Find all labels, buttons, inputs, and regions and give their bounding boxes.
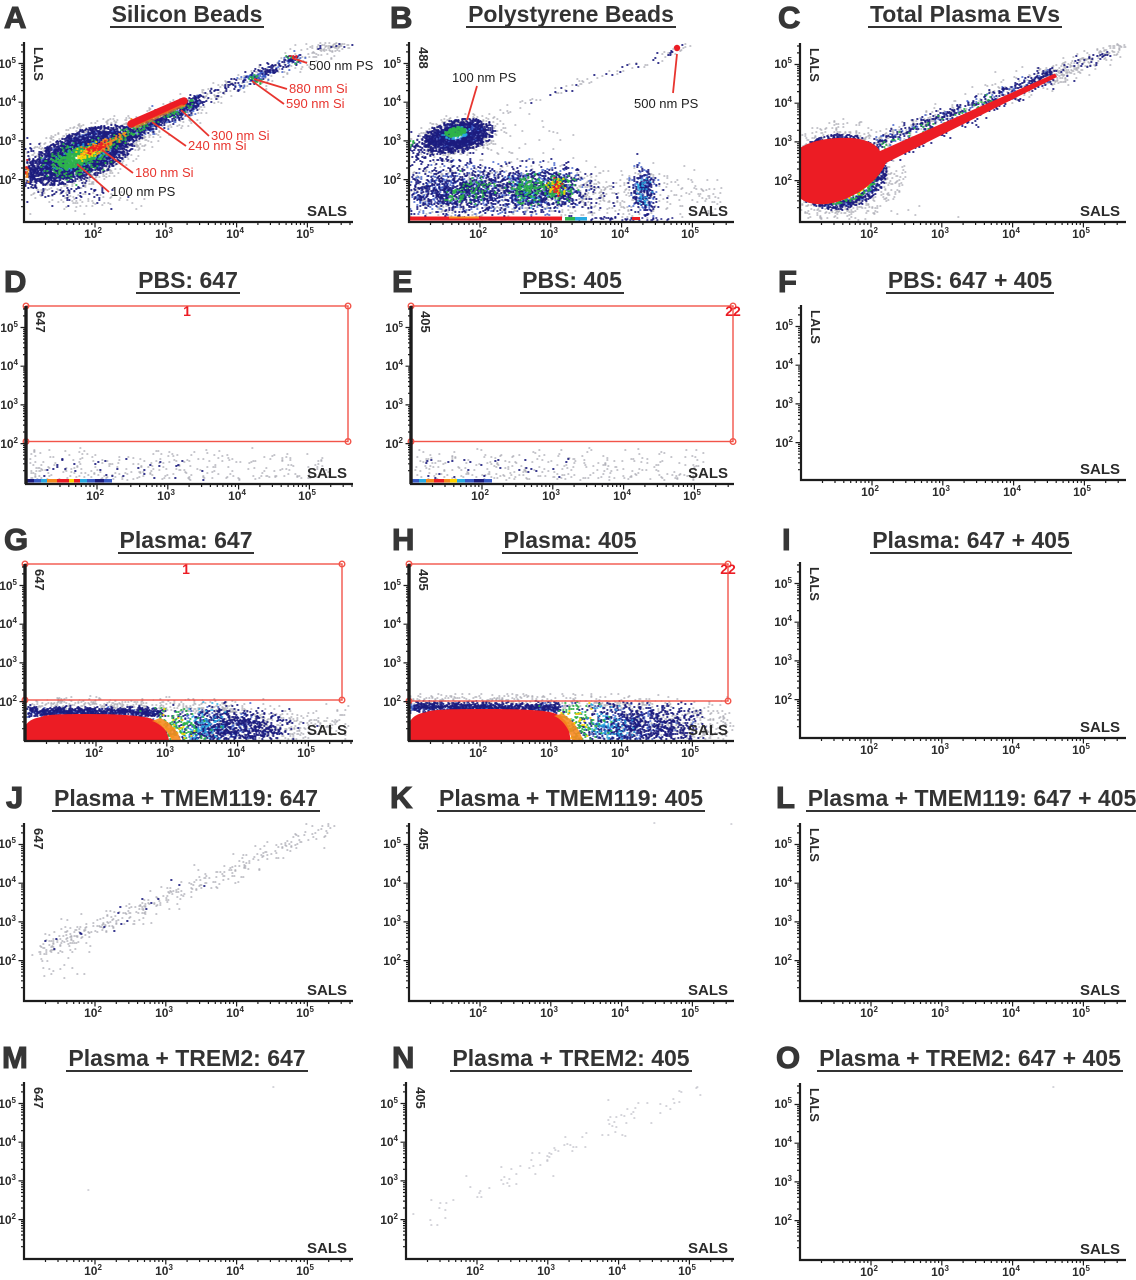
- svg-text:Plasma + TMEM119: 405: Plasma + TMEM119: 405: [439, 785, 703, 811]
- svg-text:PBS: 647 + 405: PBS: 647 + 405: [888, 267, 1053, 293]
- svg-text:J: J: [6, 780, 23, 815]
- svg-text:Total Plasma EVs: Total Plasma EVs: [870, 1, 1060, 27]
- svg-text:B: B: [390, 0, 412, 35]
- svg-text:SALS: SALS: [1080, 203, 1120, 220]
- svg-text:405: 405: [416, 828, 431, 850]
- svg-text:F: F: [778, 264, 797, 299]
- svg-text:Plasma: 647: Plasma: 647: [120, 527, 253, 553]
- svg-text:K: K: [390, 780, 413, 815]
- svg-text:LALS: LALS: [807, 48, 822, 82]
- svg-text:300 nm Si: 300 nm Si: [211, 128, 270, 143]
- svg-text:LALS: LALS: [807, 1088, 822, 1122]
- svg-text:100 nm PS: 100 nm PS: [111, 184, 176, 199]
- svg-text:H: H: [392, 522, 414, 557]
- svg-text:647: 647: [31, 828, 46, 850]
- svg-text:500 nm PS: 500 nm PS: [309, 58, 374, 73]
- svg-text:647: 647: [31, 1087, 46, 1109]
- svg-text:SALS: SALS: [1080, 1241, 1120, 1258]
- svg-text:SALS: SALS: [307, 203, 347, 220]
- svg-text:Polystyrene Beads: Polystyrene Beads: [468, 1, 674, 27]
- svg-text:SALS: SALS: [1080, 461, 1120, 478]
- svg-text:880 nm Si: 880 nm Si: [289, 81, 348, 96]
- svg-text:Plasma: 647 + 405: Plasma: 647 + 405: [872, 527, 1070, 553]
- svg-text:LALS: LALS: [31, 47, 46, 81]
- svg-text:N: N: [392, 1040, 414, 1075]
- svg-text:240 nm Si: 240 nm Si: [188, 138, 247, 153]
- svg-text:Plasma + TREM2: 647: Plasma + TREM2: 647: [68, 1045, 305, 1071]
- svg-text:SALS: SALS: [688, 982, 728, 999]
- svg-text:100 nm PS: 100 nm PS: [452, 70, 517, 85]
- svg-text:SALS: SALS: [307, 1240, 347, 1257]
- svg-text:SALS: SALS: [307, 722, 347, 739]
- svg-text:405: 405: [413, 1087, 428, 1109]
- svg-text:500 nm PS: 500 nm PS: [634, 96, 699, 111]
- svg-text:D: D: [4, 264, 26, 299]
- svg-text:22: 22: [725, 303, 741, 319]
- svg-text:647: 647: [32, 569, 47, 591]
- svg-text:LALS: LALS: [808, 310, 823, 344]
- svg-text:PBS: 405: PBS: 405: [522, 267, 622, 293]
- svg-text:Plasma + TMEM119: 647 + 405: Plasma + TMEM119: 647 + 405: [808, 785, 1136, 811]
- svg-text:180 nm Si: 180 nm Si: [135, 165, 194, 180]
- svg-text:PBS: 647: PBS: 647: [138, 267, 238, 293]
- svg-text:1: 1: [183, 303, 191, 319]
- svg-text:22: 22: [720, 561, 736, 577]
- svg-text:SALS: SALS: [688, 1240, 728, 1257]
- svg-text:SALS: SALS: [688, 465, 728, 482]
- svg-text:SALS: SALS: [1080, 719, 1120, 736]
- svg-text:488: 488: [416, 47, 431, 69]
- svg-text:SALS: SALS: [1080, 982, 1120, 999]
- svg-text:G: G: [4, 522, 28, 557]
- svg-text:LALS: LALS: [807, 567, 822, 601]
- svg-text:Plasma + TMEM119: 647: Plasma + TMEM119: 647: [54, 785, 318, 811]
- svg-text:O: O: [776, 1040, 800, 1075]
- svg-text:405: 405: [416, 569, 431, 591]
- svg-text:Plasma + TREM2: 405: Plasma + TREM2: 405: [452, 1045, 689, 1071]
- svg-text:C: C: [778, 0, 800, 35]
- svg-text:SALS: SALS: [307, 982, 347, 999]
- svg-text:A: A: [4, 0, 26, 35]
- svg-text:LALS: LALS: [807, 828, 822, 862]
- svg-text:Plasma + TREM2: 647 + 405: Plasma + TREM2: 647 + 405: [819, 1045, 1121, 1071]
- svg-text:SALS: SALS: [688, 722, 728, 739]
- svg-text:Plasma: 405: Plasma: 405: [504, 527, 637, 553]
- svg-text:SALS: SALS: [307, 465, 347, 482]
- svg-text:I: I: [782, 522, 791, 557]
- svg-text:647: 647: [33, 311, 48, 333]
- svg-text:Silicon Beads: Silicon Beads: [112, 1, 263, 27]
- svg-text:1: 1: [182, 561, 190, 577]
- svg-text:590 nm Si: 590 nm Si: [286, 96, 345, 111]
- svg-text:405: 405: [418, 311, 433, 333]
- svg-text:M: M: [2, 1040, 28, 1075]
- svg-text:L: L: [776, 780, 795, 815]
- svg-text:SALS: SALS: [688, 203, 728, 220]
- svg-text:E: E: [392, 264, 413, 299]
